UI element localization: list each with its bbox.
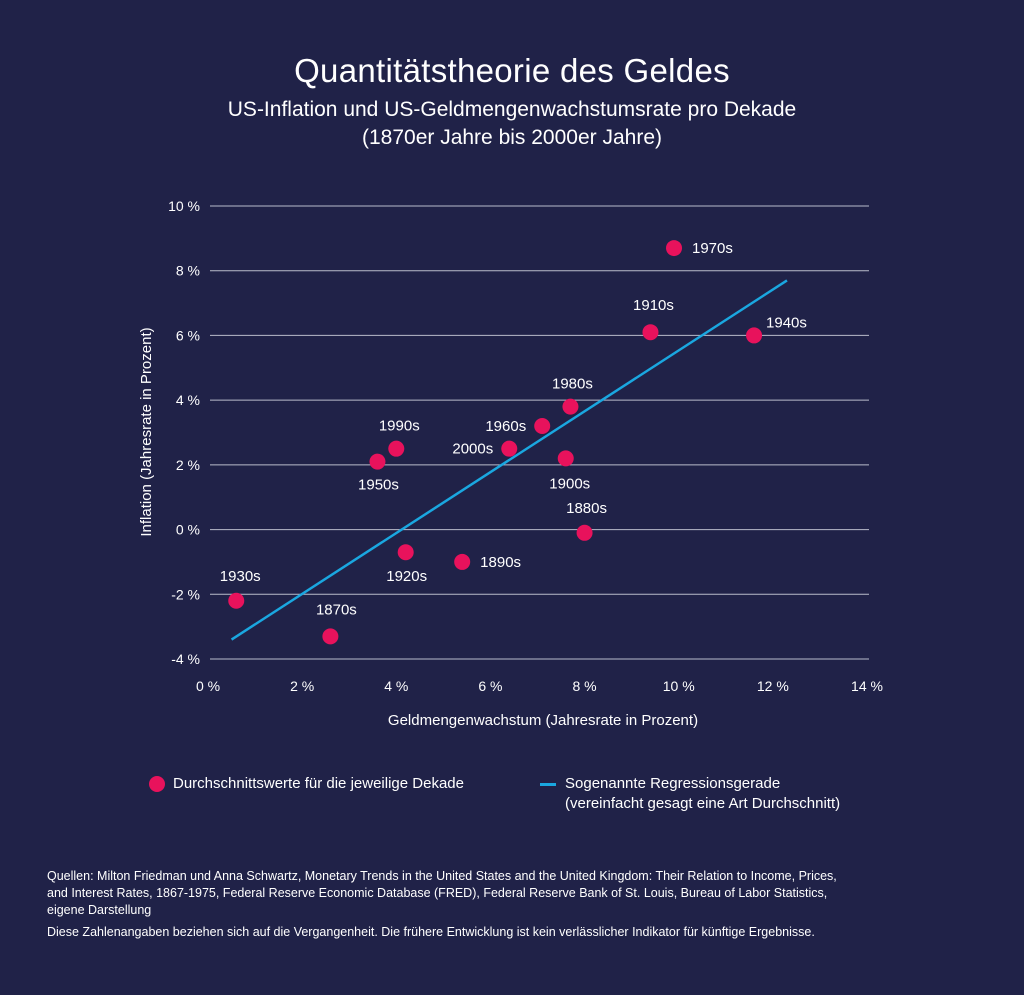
sources-note: Quellen: Milton Friedman und Anna Schwar…	[47, 868, 977, 919]
x-tick-label: 0 %	[196, 678, 220, 694]
point-label: 1930s	[220, 568, 261, 585]
data-point	[322, 628, 339, 645]
chart-title: Quantitätstheorie des Geldes	[294, 52, 730, 89]
data-point	[454, 553, 471, 570]
data-point	[557, 450, 574, 467]
data-point	[666, 240, 683, 257]
legend-line-label-2: (vereinfacht gesagt eine Art Durchschnit…	[565, 795, 841, 812]
x-tick-label: 4 %	[384, 678, 408, 694]
y-tick-label: 0 %	[176, 522, 200, 538]
x-tick-label: 2 %	[290, 678, 314, 694]
y-tick-label: 8 %	[176, 263, 200, 279]
data-point	[388, 440, 405, 457]
y-tick-label: -2 %	[171, 586, 200, 602]
data-point	[562, 398, 579, 415]
legend-points-label: Durchschnittswerte für die jeweilige Dek…	[173, 775, 464, 792]
y-tick-label: -4 %	[171, 651, 200, 667]
disclaimer-note: Diese Zahlenangaben beziehen sich auf di…	[47, 925, 815, 939]
legend-line-label-1: Sogenannte Regressionsgerade	[565, 775, 781, 792]
data-point	[228, 592, 245, 609]
x-tick-label: 12 %	[757, 678, 789, 694]
y-tick-label: 10 %	[168, 198, 200, 214]
data-point	[534, 418, 551, 435]
regression-line	[230, 279, 788, 641]
point-label: 1910s	[633, 297, 674, 314]
legend-point-marker	[149, 776, 165, 792]
y-axis-ticks: 10 % 8 % 6 % 4 % 2 % 0 % -2 % -4 %	[168, 198, 200, 667]
point-label: 1990s	[379, 418, 420, 435]
x-tick-label: 6 %	[478, 678, 502, 694]
x-tick-label: 8 %	[573, 678, 597, 694]
point-label: 1960s	[485, 418, 526, 435]
data-point	[642, 324, 659, 341]
sources-line-2: and Interest Rates, 1867-1975, Federal R…	[47, 886, 828, 900]
x-tick-label: 14 %	[851, 678, 883, 694]
data-points	[228, 240, 763, 645]
data-point	[576, 524, 593, 541]
y-tick-label: 6 %	[176, 327, 200, 343]
y-tick-label: 4 %	[176, 392, 200, 408]
x-axis-label: Geldmengenwachstum (Jahresrate in Prozen…	[388, 712, 698, 729]
point-label: 1940s	[766, 314, 807, 331]
data-point	[369, 453, 386, 470]
x-tick-label: 10 %	[663, 678, 695, 694]
scatter-chart: 10 % 8 % 6 % 4 % 2 % 0 % -2 % -4 % 0 % 2 % 4 % 6 %…	[138, 198, 883, 729]
sources-line-3: eigene Darstellung	[47, 903, 152, 917]
x-axis-ticks: 0 % 2 % 4 % 6 % 8 % 10 % 12 % 14 %	[196, 678, 883, 694]
data-point	[501, 440, 518, 457]
regression-line-group	[230, 279, 788, 641]
point-label: 1970s	[692, 240, 733, 257]
data-point	[397, 544, 414, 561]
legend-line-label: Sogenannte Regressionsgerade (vereinfach…	[565, 774, 840, 814]
point-label: 1890s	[480, 554, 521, 571]
y-tick-label: 2 %	[176, 457, 200, 473]
data-point	[746, 327, 763, 344]
subtitle-line-2: (1870er Jahre bis 2000er Jahre)	[361, 126, 662, 149]
y-axis-label: Inflation (Jahresrate in Prozent)	[138, 327, 155, 536]
point-label: 1950s	[358, 477, 399, 494]
point-label: 1880s	[566, 500, 607, 517]
point-label: 1900s	[549, 475, 590, 492]
point-labels: 1870s 1880s 1890s 1900s 1910s 1920s 1930s 1940s…	[220, 240, 807, 618]
sources-line-1: Quellen: Milton Friedman und Anna Schwar…	[47, 869, 837, 883]
grid-lines	[210, 205, 869, 660]
chart-subtitle: US-Inflation und US-Geldmengenwachstumsr…	[0, 96, 1024, 152]
point-label: 2000s	[452, 441, 493, 458]
point-label: 1920s	[386, 568, 427, 585]
subtitle-line-1: US-Inflation und US-Geldmengenwachstumsr…	[227, 98, 797, 121]
point-label: 1870s	[316, 601, 357, 618]
point-label: 1980s	[552, 376, 593, 393]
legend-line-marker	[540, 783, 556, 786]
